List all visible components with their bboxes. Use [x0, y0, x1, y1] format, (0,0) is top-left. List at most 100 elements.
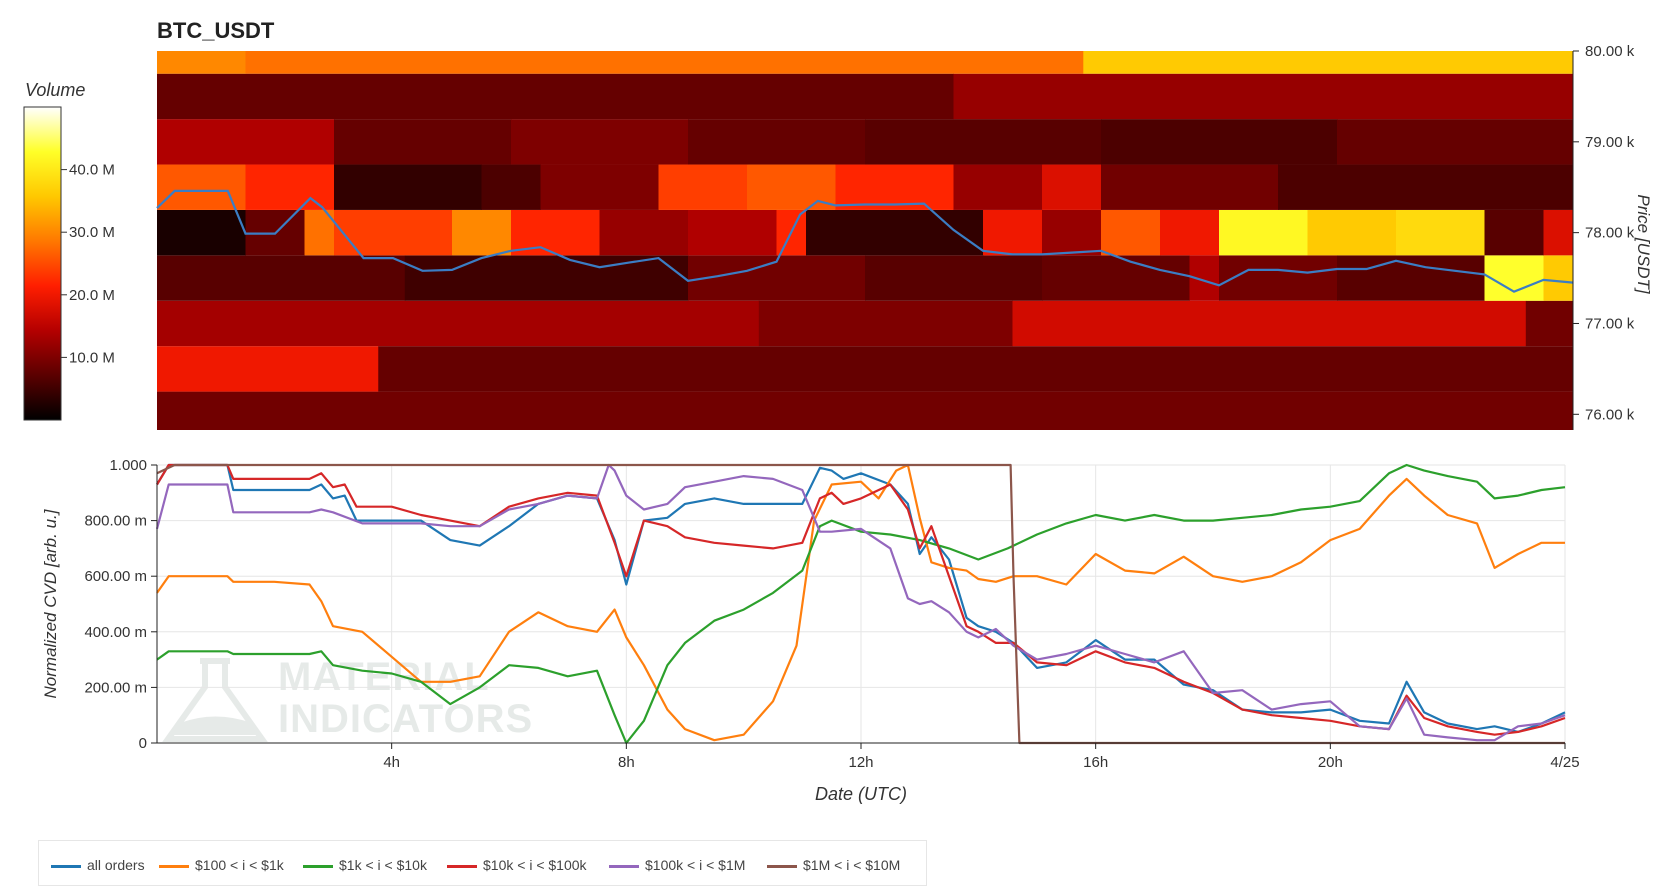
cvd-y-tick-label: 600.00 m	[84, 568, 147, 585]
heatmap-cell	[1278, 164, 1574, 210]
colorbar-gradient	[23, 106, 62, 421]
watermark-line-1: MATERIAL	[278, 655, 490, 699]
heatmap-cell	[334, 164, 482, 210]
colorbar-tick-label: 30.0 M	[69, 224, 115, 241]
heatmap-cell	[1484, 209, 1544, 256]
heatmap-cell	[540, 164, 659, 210]
heatmap-cell	[983, 209, 1043, 256]
heatmap-cell	[1101, 164, 1279, 210]
cvd-y-tick-label: 0	[139, 735, 147, 752]
heatmap-cell	[688, 119, 866, 165]
price-axis: 76.00 k 77.00 k 78.00 k 79.00 k 80.00 k Price…	[1572, 43, 1653, 430]
chart-title: BTC_USDT	[157, 18, 275, 43]
heatmap-cell	[1337, 119, 1574, 165]
legend-label: $10k < i < $100k	[483, 857, 587, 873]
heatmap-cell	[1101, 119, 1338, 165]
legend-item[interactable]: all orders	[51, 857, 145, 873]
price-tick-label: 78.00 k	[1585, 225, 1635, 242]
heatmap-cell	[953, 73, 1574, 120]
cvd-y-axis-title: Normalized CVD [arb. u.]	[41, 508, 60, 698]
price-tick-label: 77.00 k	[1585, 315, 1635, 332]
heatmap-cell	[758, 300, 1013, 347]
colorbar-tick-label: 10.0 M	[69, 349, 115, 366]
heatmap-cell	[835, 164, 954, 210]
heatmap-cell	[1219, 209, 1308, 256]
heatmap-cell	[157, 391, 1574, 430]
heatmap-cell	[157, 300, 760, 347]
heatmap-cell	[245, 164, 335, 210]
watermark-logo: MATERIAL INDICATORS	[160, 655, 532, 745]
cvd-x-tick-label: 20h	[1318, 754, 1343, 771]
legend-swatch	[447, 864, 477, 868]
legend-item[interactable]: $10k < i < $100k	[447, 857, 587, 873]
heatmap-cell	[1543, 209, 1574, 256]
flask-icon	[162, 658, 268, 742]
legend-label: $100k < i < $1M	[645, 857, 746, 873]
heatmap-cell	[1307, 209, 1397, 256]
colorbar-title: Volume	[25, 80, 85, 100]
heatmap-cell	[334, 119, 512, 165]
heatmap-cell	[1012, 300, 1527, 347]
heatmap-cell	[157, 255, 406, 301]
legend-swatch	[767, 864, 797, 868]
heatmap-cell	[865, 255, 1043, 301]
cvd-x-tick-label: 16h	[1083, 754, 1108, 771]
legend-swatch	[51, 864, 81, 868]
legend-swatch	[609, 864, 639, 868]
cvd-x-tick-label: 4/25	[1550, 754, 1579, 771]
legend-swatch	[303, 864, 333, 868]
price-tick-label: 76.00 k	[1585, 406, 1635, 423]
legend-label: $100 < i < $1k	[195, 857, 284, 873]
cvd-y-tick-label: 200.00 m	[84, 679, 147, 696]
price-tick-label: 80.00 k	[1585, 43, 1635, 60]
legend-label: all orders	[87, 857, 145, 873]
heatmap-chart: Volume 10.0 M 20.0 M 30.0 M 40.0 M 76.00 k 77…	[23, 43, 1653, 430]
legend-item[interactable]: $1M < i < $10M	[767, 857, 900, 873]
heatmap-cell	[157, 209, 246, 256]
heatmap-cell	[452, 209, 512, 256]
heatmap-cell	[1042, 255, 1190, 301]
cvd-x-axis-title: Date (UTC)	[815, 784, 907, 804]
price-line-series	[156, 189, 1574, 293]
price-tick-label: 79.00 k	[1585, 134, 1635, 151]
heatmap-cell	[404, 255, 689, 301]
heatmap-cell	[806, 209, 984, 256]
chart-legend: all orders $100 < i < $1k $1k < i < $10k $1…	[38, 840, 927, 886]
heatmap-cell	[1525, 300, 1574, 347]
heatmap-cell	[1396, 209, 1485, 256]
heatmap-cell	[334, 209, 453, 256]
heatmap-cell	[865, 119, 1102, 165]
price-axis-title: Price [USDT]	[1634, 194, 1653, 294]
price-line	[156, 189, 1574, 293]
heatmap-cell	[1543, 255, 1574, 301]
heatmap-cell	[157, 119, 335, 165]
legend-item[interactable]: $1k < i < $10k	[303, 857, 427, 873]
heatmap-cell	[688, 209, 777, 256]
heatmap-cell	[378, 346, 1574, 392]
heatmap-cell	[1337, 255, 1485, 301]
cvd-y-tick-label: 1.000	[109, 457, 147, 474]
cvd-x-tick-label: 8h	[618, 754, 635, 771]
legend-swatch	[159, 864, 189, 868]
heatmap-cell	[599, 209, 689, 256]
heatmap-cell	[157, 51, 246, 74]
heatmap-cell	[688, 255, 866, 301]
colorbar-tick-label: 20.0 M	[69, 287, 115, 304]
cvd-y-tick-label: 400.00 m	[84, 624, 147, 641]
colorbar: Volume 10.0 M 20.0 M 30.0 M 40.0 M	[23, 80, 115, 421]
heatmap-cell	[1219, 255, 1338, 301]
heatmap-cell	[481, 164, 541, 210]
heatmap-cell	[511, 209, 600, 256]
heatmap-cell	[1101, 209, 1161, 256]
heatmap-cell	[1484, 255, 1544, 301]
heatmap-cell	[1042, 164, 1102, 210]
heatmap-cell	[1042, 209, 1102, 256]
heatmap-cell	[658, 164, 748, 210]
legend-item[interactable]: $100 < i < $1k	[159, 857, 284, 873]
heatmap-cell	[953, 164, 1043, 210]
watermark-line-2: INDICATORS	[278, 697, 534, 741]
legend-item[interactable]: $100k < i < $1M	[609, 857, 745, 873]
heatmap-cell	[1083, 51, 1574, 74]
heatmap-cell	[157, 164, 246, 210]
